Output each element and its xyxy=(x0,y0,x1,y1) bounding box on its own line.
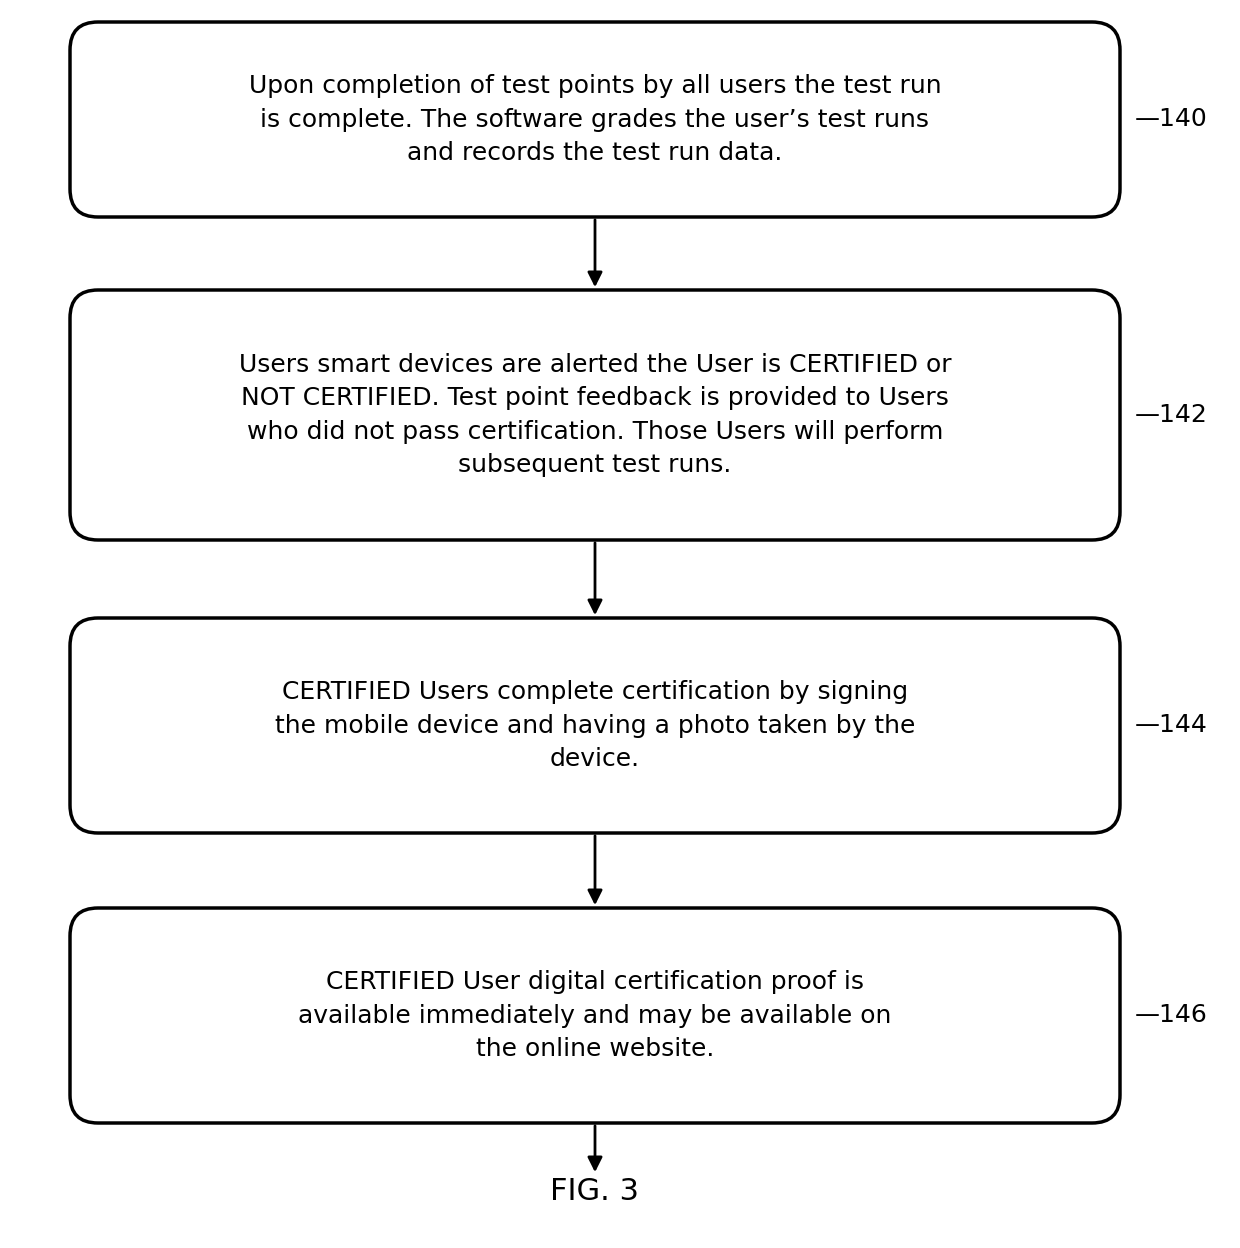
Text: —146: —146 xyxy=(1135,1003,1208,1027)
Text: Users smart devices are alerted the User is CERTIFIED or
NOT CERTIFIED. Test poi: Users smart devices are alerted the User… xyxy=(238,353,951,477)
Text: Upon completion of test points by all users the test run
is complete. The softwa: Upon completion of test points by all us… xyxy=(249,74,941,165)
Text: FIG. 3: FIG. 3 xyxy=(551,1178,640,1207)
Text: CERTIFIED User digital certification proof is
available immediately and may be a: CERTIFIED User digital certification pro… xyxy=(299,970,892,1061)
Text: —144: —144 xyxy=(1135,714,1208,738)
FancyBboxPatch shape xyxy=(69,618,1120,832)
FancyBboxPatch shape xyxy=(69,290,1120,540)
FancyBboxPatch shape xyxy=(69,909,1120,1123)
Text: CERTIFIED Users complete certification by signing
the mobile device and having a: CERTIFIED Users complete certification b… xyxy=(275,680,915,771)
FancyBboxPatch shape xyxy=(69,22,1120,217)
Text: —140: —140 xyxy=(1135,107,1208,131)
Text: —142: —142 xyxy=(1135,403,1208,427)
